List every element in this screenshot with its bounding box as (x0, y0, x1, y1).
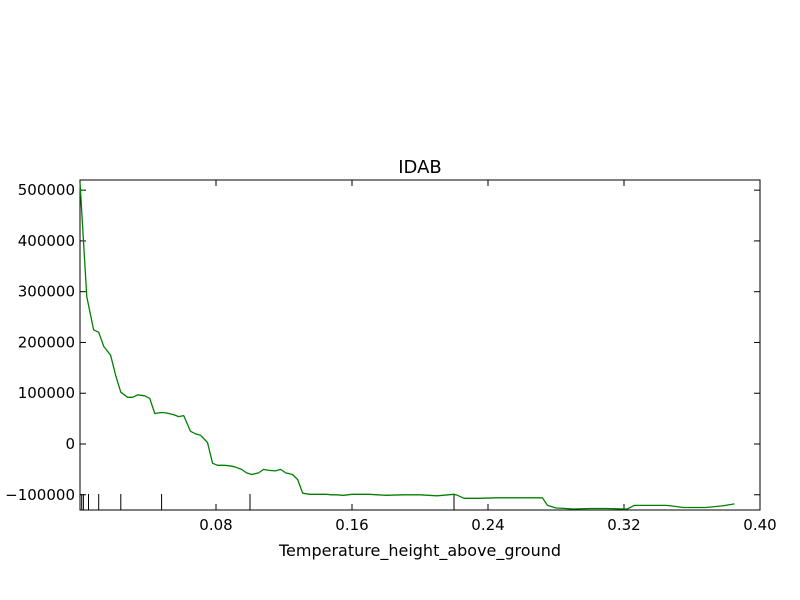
series-line (79, 182, 735, 510)
y-tick-label: 200000 (18, 333, 75, 351)
y-tick-label: 100000 (18, 384, 75, 402)
x-tick-label: 0.32 (607, 516, 640, 534)
x-axis-ticks: 0.08 0.16 0.24 0.32 0.40 (199, 180, 777, 534)
y-tick-label: 0 (65, 435, 75, 453)
y-axis-ticks: 500000 400000 300000 200000 100000 0 −100000 (5, 181, 760, 504)
plot-area (79, 179, 761, 511)
x-tick-label: 0.24 (471, 516, 504, 534)
x-tick-label: 0.08 (199, 516, 232, 534)
y-tick-label: 500000 (18, 181, 75, 199)
x-axis-label: Temperature_height_above_ground (278, 541, 561, 561)
series-layer (79, 182, 735, 510)
y-tick-label: −100000 (5, 486, 75, 504)
chart-title: IDAB (398, 157, 442, 178)
rug-marks (81, 494, 455, 510)
x-tick-label: 0.16 (335, 516, 368, 534)
y-tick-label: 300000 (18, 283, 75, 301)
y-tick-label: 400000 (18, 232, 75, 250)
x-tick-label: 0.40 (743, 516, 776, 534)
